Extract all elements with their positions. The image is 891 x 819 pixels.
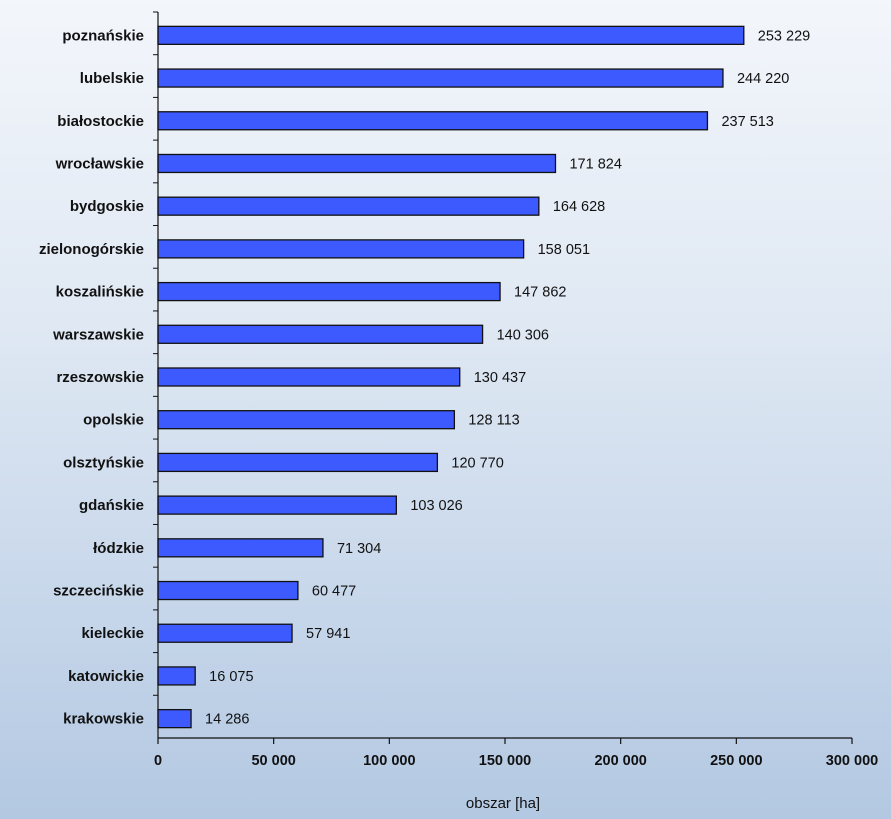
bar: [157, 367, 461, 387]
data-label: 14 286: [205, 712, 249, 728]
category-label: rzeszowskie: [56, 369, 144, 386]
category-label: krakowskie: [63, 711, 144, 728]
data-label: 60 477: [312, 584, 356, 600]
x-tick-label: 100 000: [363, 753, 415, 769]
bar: [157, 196, 540, 216]
x-tick-label: 300 000: [826, 753, 878, 769]
x-axis-title: obszar [ha]: [466, 795, 540, 812]
bar: [157, 25, 745, 46]
data-label: 128 113: [468, 413, 519, 429]
category-label: wrocławskie: [55, 155, 144, 172]
bar: [157, 324, 484, 344]
category-label: olsztyńskie: [63, 454, 144, 471]
category-label: zielonogórskie: [39, 241, 144, 258]
data-label: 244 220: [737, 71, 789, 87]
data-label: 57 941: [306, 626, 350, 642]
data-label: 103 026: [410, 498, 462, 514]
x-tick-label: 0: [154, 753, 162, 769]
x-tick-label: 200 000: [594, 753, 646, 769]
data-label: 130 437: [474, 370, 526, 386]
bar: [157, 281, 501, 302]
axes-layer: poznańskie lubelskie białostockie wrocławsk…: [39, 11, 878, 769]
bar: [157, 239, 525, 259]
x-tick-label: 50 000: [251, 753, 295, 769]
data-label: 147 862: [514, 285, 566, 301]
category-label: bydgoskie: [70, 198, 144, 215]
data-label: 120 770: [451, 455, 503, 471]
data-label: 171 824: [569, 156, 621, 172]
category-label: koszalińskie: [56, 284, 144, 301]
data-label: 253 229: [758, 28, 810, 44]
category-label: katowickie: [68, 668, 144, 685]
category-label: białostockie: [57, 113, 144, 130]
category-label: szczecińskie: [53, 583, 144, 600]
x-tick-label: 150 000: [479, 753, 531, 769]
bar: [157, 153, 557, 174]
data-label: 158 051: [538, 242, 590, 258]
data-label: 16 075: [209, 669, 253, 685]
bar: [157, 666, 196, 686]
category-label: poznańskie: [62, 27, 144, 44]
data-label: 164 628: [553, 199, 605, 215]
data-label: 140 306: [497, 327, 549, 343]
bar: [157, 452, 439, 473]
data-label: 237 513: [721, 114, 773, 130]
bar: [157, 580, 299, 601]
bar: [157, 495, 397, 515]
bar: [157, 708, 192, 729]
bar: [157, 111, 709, 131]
category-label: warszawskie: [52, 326, 144, 343]
bar: [157, 538, 324, 558]
bar: [157, 68, 724, 88]
x-tick-label: 250 000: [710, 753, 762, 769]
bar: [157, 623, 293, 643]
category-label: opolskie: [83, 412, 144, 429]
category-label: łódzkie: [93, 540, 144, 557]
bars-layer: 253 229 244 220 237 513 171 824 164 628 158 0…: [157, 25, 810, 729]
category-label: kieleckie: [81, 625, 144, 642]
category-label: lubelskie: [80, 70, 144, 87]
bar: [157, 410, 456, 430]
category-label: gdańskie: [79, 497, 144, 514]
data-label: 71 304: [337, 541, 381, 557]
